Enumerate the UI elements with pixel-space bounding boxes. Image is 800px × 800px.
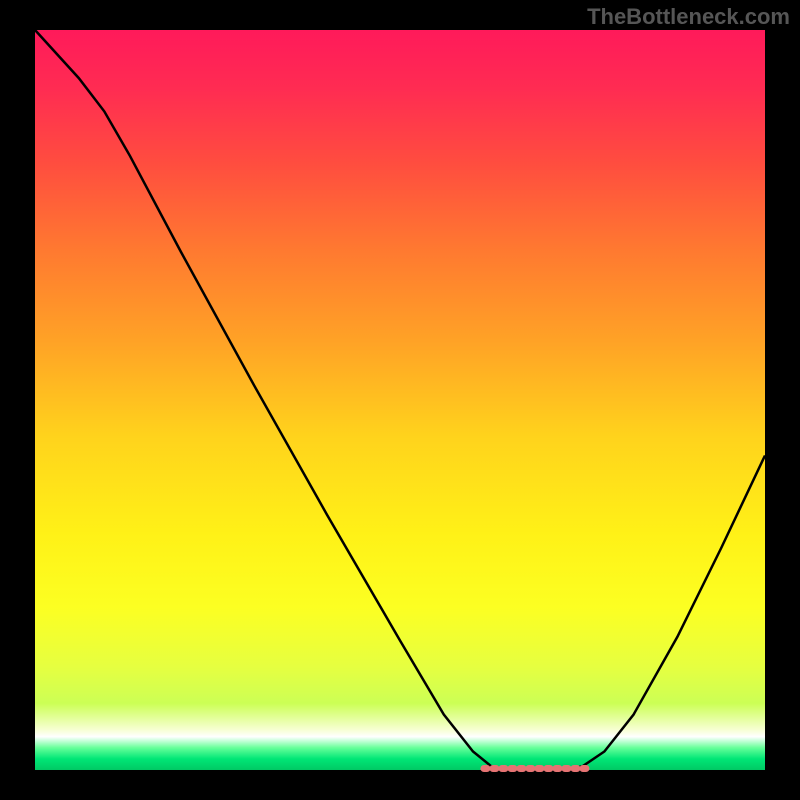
plot-area-rect [35,30,765,770]
chart-canvas: TheBottleneck.com [0,0,800,800]
plot-svg [0,0,800,800]
watermark-text: TheBottleneck.com [587,4,790,30]
